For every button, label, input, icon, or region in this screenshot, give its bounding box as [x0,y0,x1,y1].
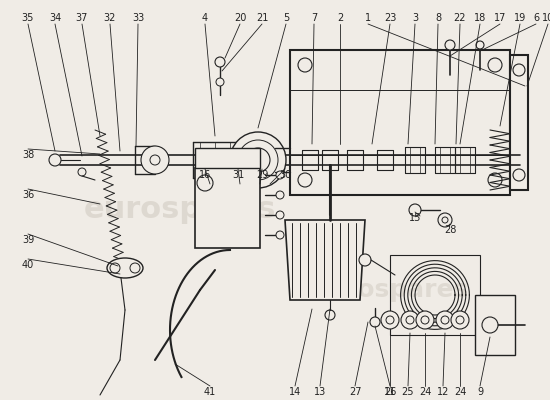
Circle shape [276,231,284,239]
Circle shape [230,132,286,188]
Circle shape [276,171,284,179]
Circle shape [141,146,169,174]
Bar [195,168,260,248]
Text: 18: 18 [474,13,486,23]
Text: 29: 29 [256,170,268,180]
Text: 20: 20 [234,13,246,23]
Text: 36: 36 [22,190,34,200]
Text: 38: 38 [22,150,34,160]
Text: eurospares: eurospares [311,278,469,302]
Text: 1: 1 [365,13,371,23]
Text: 35: 35 [22,13,34,23]
Circle shape [110,263,120,273]
Circle shape [476,41,484,49]
Circle shape [386,316,394,324]
Circle shape [381,311,399,329]
Text: 33: 33 [132,13,144,23]
Circle shape [401,311,419,329]
Text: 12: 12 [437,387,449,397]
Circle shape [438,213,452,227]
Circle shape [130,263,140,273]
Circle shape [370,317,380,327]
Circle shape [436,311,454,329]
Circle shape [78,168,86,176]
Text: eurospares: eurospares [84,196,276,224]
Text: 31: 31 [232,170,244,180]
Text: 6: 6 [533,13,539,23]
Text: 17: 17 [494,13,506,23]
Text: 10: 10 [542,13,550,23]
Text: 8: 8 [435,13,441,23]
Circle shape [215,57,225,67]
Text: 39: 39 [22,235,34,245]
Text: 32: 32 [104,13,116,23]
Text: 3: 3 [412,13,418,23]
Text: 30: 30 [279,170,291,180]
Circle shape [451,311,469,329]
Text: 21: 21 [256,13,268,23]
Text: 27: 27 [349,387,361,397]
Circle shape [482,317,498,333]
Circle shape [325,310,335,320]
Text: 11: 11 [384,387,396,397]
Text: 34: 34 [49,13,61,23]
Circle shape [406,316,414,324]
Text: 24: 24 [454,387,466,397]
Circle shape [421,316,429,324]
Bar [510,55,528,190]
Text: 7: 7 [311,13,317,23]
Text: 14: 14 [289,387,301,397]
Text: 19: 19 [514,13,526,23]
Bar [290,50,510,195]
Bar [475,295,515,355]
Text: 5: 5 [283,13,289,23]
Ellipse shape [107,258,143,278]
Text: 16: 16 [199,170,211,180]
Circle shape [409,204,421,216]
Text: 41: 41 [204,387,216,397]
Circle shape [216,78,224,86]
Bar [390,255,480,335]
Circle shape [456,316,464,324]
Text: 26: 26 [384,387,396,397]
Circle shape [359,254,371,266]
Text: 13: 13 [314,387,326,397]
Text: 4: 4 [202,13,208,23]
Circle shape [276,191,284,199]
Circle shape [441,316,449,324]
Polygon shape [285,220,365,300]
Text: 15: 15 [409,213,421,223]
Text: 24: 24 [419,387,431,397]
Circle shape [445,40,455,50]
Text: 23: 23 [384,13,396,23]
Circle shape [49,154,61,166]
Circle shape [416,311,434,329]
Text: 25: 25 [402,387,414,397]
Text: 37: 37 [76,13,88,23]
Text: 28: 28 [444,225,456,235]
Circle shape [276,211,284,219]
Text: 9: 9 [477,387,483,397]
Text: 22: 22 [454,13,466,23]
Bar [195,148,260,168]
Text: 2: 2 [337,13,343,23]
Text: 40: 40 [22,260,34,270]
